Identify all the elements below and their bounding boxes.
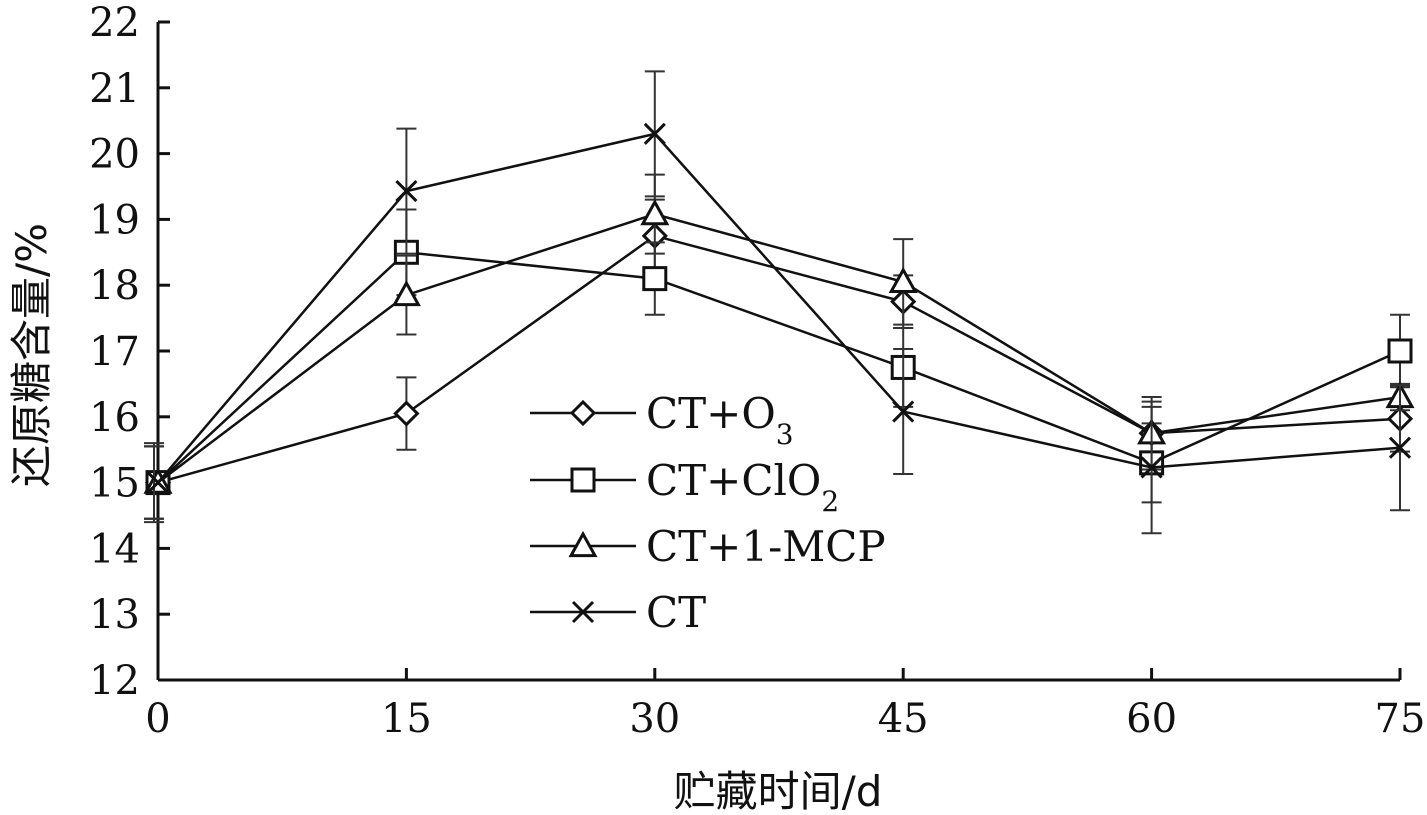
legend-label: CT+1-MCP bbox=[646, 522, 886, 571]
triangle-data-point bbox=[391, 279, 421, 307]
y-tick-label: 20 bbox=[89, 132, 140, 178]
x-marker-stroke bbox=[892, 400, 915, 423]
legend-entry: CT bbox=[530, 588, 706, 637]
series-layer bbox=[143, 70, 1415, 535]
series-line bbox=[157, 234, 1401, 484]
legend-label: CT bbox=[646, 588, 706, 637]
legend-subscript: 3 bbox=[776, 418, 794, 451]
x-marker-stroke bbox=[571, 600, 595, 624]
triangle-data-point bbox=[640, 199, 670, 226]
legend-entry: CT+O3 bbox=[530, 389, 794, 451]
y-tick-label: 18 bbox=[89, 263, 140, 309]
square-data-point bbox=[1387, 338, 1413, 364]
y-tick-label: 19 bbox=[89, 197, 140, 243]
y-tick-label: 13 bbox=[89, 592, 140, 638]
x-data-point bbox=[146, 471, 170, 494]
series-line bbox=[157, 250, 1401, 484]
y-axis-title: 还原糖含量/% bbox=[7, 223, 56, 487]
series-line bbox=[157, 132, 1401, 484]
x-tick-label: 75 bbox=[1375, 696, 1426, 742]
y-tick-label: 21 bbox=[89, 66, 140, 112]
x-tick-label: 0 bbox=[145, 696, 170, 742]
legend-entry: CT+ClO2 bbox=[530, 456, 839, 518]
y-tick-label: 22 bbox=[89, 0, 140, 46]
series-CT bbox=[144, 70, 1412, 535]
legend-x-marker bbox=[571, 600, 595, 624]
legend-label: CT+O3 bbox=[646, 389, 794, 451]
x-data-point bbox=[1388, 436, 1412, 459]
x-marker-stroke bbox=[643, 122, 666, 145]
series-line bbox=[157, 212, 1401, 484]
x-tick-label: 45 bbox=[878, 696, 929, 742]
square-data-point bbox=[642, 266, 668, 292]
x-axis-title: 贮藏时间/d bbox=[674, 767, 883, 815]
x-marker-stroke bbox=[1388, 436, 1412, 459]
x-marker-stroke bbox=[395, 180, 418, 203]
legend-label: CT+ClO2 bbox=[646, 456, 839, 518]
x-data-point bbox=[395, 180, 418, 203]
legend-triangle-marker bbox=[568, 530, 598, 558]
x-tick-label: 30 bbox=[629, 696, 680, 742]
legend-square-marker bbox=[570, 467, 596, 493]
y-tick-label: 14 bbox=[89, 526, 140, 572]
axes: 12 13 14 15 16 17 18 19 20 21 22 0 15 30 45 60 75 bbox=[89, 0, 1425, 742]
y-tick-label: 16 bbox=[89, 395, 140, 441]
legend-diamond-marker bbox=[569, 399, 597, 427]
y-tick-label: 12 bbox=[89, 658, 140, 704]
x-data-point bbox=[892, 400, 915, 423]
x-data-point bbox=[643, 122, 666, 145]
x-tick-label: 60 bbox=[1126, 696, 1177, 742]
x-tick-label: 15 bbox=[381, 696, 432, 742]
legend-entry: CT+1-MCP bbox=[530, 522, 886, 571]
legend-subscript: 2 bbox=[821, 485, 839, 518]
x-marker-stroke bbox=[1140, 456, 1163, 479]
y-tick-label: 15 bbox=[89, 461, 140, 507]
triangle-data-point bbox=[888, 266, 918, 294]
x-marker-stroke bbox=[146, 471, 170, 494]
y-tick-label: 17 bbox=[89, 329, 140, 375]
diamond-data-point bbox=[393, 400, 420, 427]
x-data-point bbox=[1140, 456, 1163, 479]
